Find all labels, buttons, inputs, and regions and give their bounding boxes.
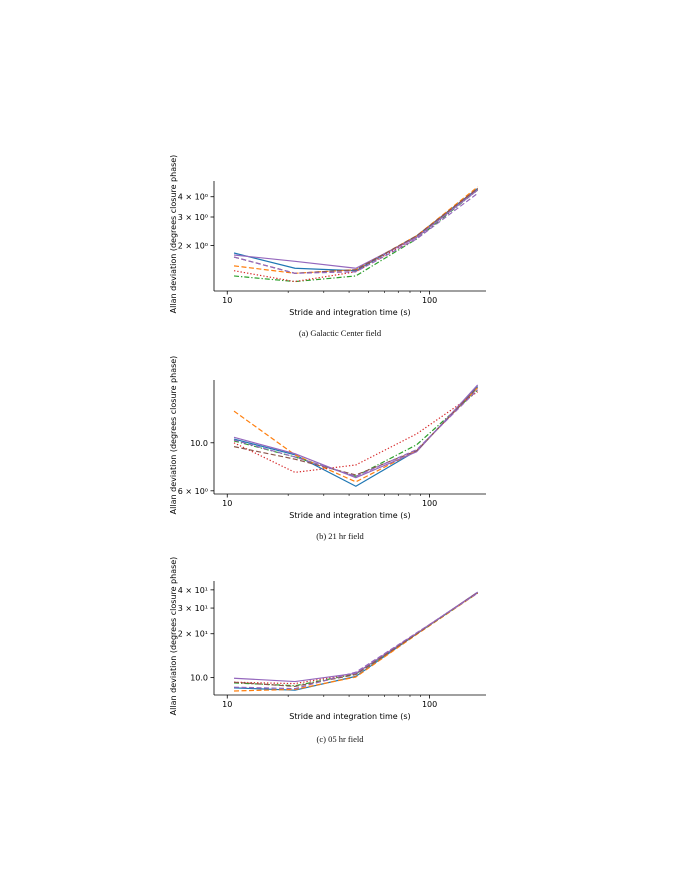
y-tick-label: 6 × 10⁰ bbox=[178, 487, 208, 496]
y-tick-label: 2 × 10¹ bbox=[178, 630, 208, 639]
y-axis-label: Allan deviation (degrees closure phase) bbox=[169, 557, 178, 716]
chart-panel-21hr: 10 100 6 × 10⁰ 10.0 Stride and integration t… bbox=[169, 356, 486, 520]
caption-c: (c) 05 hr field bbox=[316, 734, 364, 744]
x-tick-label: 100 bbox=[422, 296, 437, 305]
y-axis-label: Allan deviation (degrees closure phase) bbox=[169, 155, 178, 314]
series-line-2 bbox=[233, 387, 479, 483]
series-line-7 bbox=[234, 592, 478, 690]
series-line-7 bbox=[233, 192, 479, 274]
series-line-2 bbox=[233, 186, 479, 274]
series-line-2 bbox=[234, 592, 478, 692]
chart-panel-05hr: 10 100 10.0 2 × 10¹ 3 × 10¹ 4 × 10¹ Stride and… bbox=[169, 557, 486, 721]
series-line-4 bbox=[234, 592, 478, 685]
chart-panel-galactic-center: 10 100 2 × 10⁰ 3 × 10⁰ 4 × 10⁰ Stride and int… bbox=[169, 155, 486, 317]
y-tick-label: 3 × 10⁰ bbox=[178, 213, 208, 222]
x-tick-label: 100 bbox=[422, 700, 437, 709]
x-tick-label: 10 bbox=[222, 296, 232, 305]
series-line-6 bbox=[233, 187, 479, 274]
series-line-3 bbox=[233, 389, 479, 477]
series-line-1 bbox=[233, 591, 478, 691]
y-axis-label: Allan deviation (degrees closure phase) bbox=[169, 356, 178, 515]
series-line-6 bbox=[233, 387, 479, 476]
x-tick-label: 10 bbox=[222, 499, 232, 508]
series-line-1 bbox=[233, 386, 479, 487]
series-line-7 bbox=[233, 389, 479, 477]
x-axis-label: Stride and integration time (s) bbox=[289, 511, 410, 520]
series-line-5 bbox=[233, 591, 478, 683]
y-tick-label: 2 × 10⁰ bbox=[178, 242, 208, 251]
x-tick-label: 10 bbox=[222, 700, 232, 709]
series-line-3 bbox=[233, 189, 479, 283]
y-tick-label: 4 × 10¹ bbox=[178, 586, 208, 595]
y-tick-label: 3 × 10¹ bbox=[178, 604, 208, 613]
series-line-4 bbox=[233, 391, 479, 473]
caption-a: (a) Galactic Center field bbox=[298, 328, 382, 338]
x-axis-label: Stride and integration time (s) bbox=[289, 308, 410, 317]
caption-b: (b) 21 hr field bbox=[316, 531, 364, 541]
x-tick-label: 100 bbox=[422, 499, 437, 508]
series-line-5 bbox=[233, 384, 479, 479]
y-tick-label: 4 × 10⁰ bbox=[178, 193, 208, 202]
y-tick-label: 10.0 bbox=[190, 674, 208, 683]
y-tick-label: 10.0 bbox=[190, 439, 208, 448]
x-axis-label: Stride and integration time (s) bbox=[289, 712, 410, 721]
series-line-5 bbox=[233, 189, 479, 269]
